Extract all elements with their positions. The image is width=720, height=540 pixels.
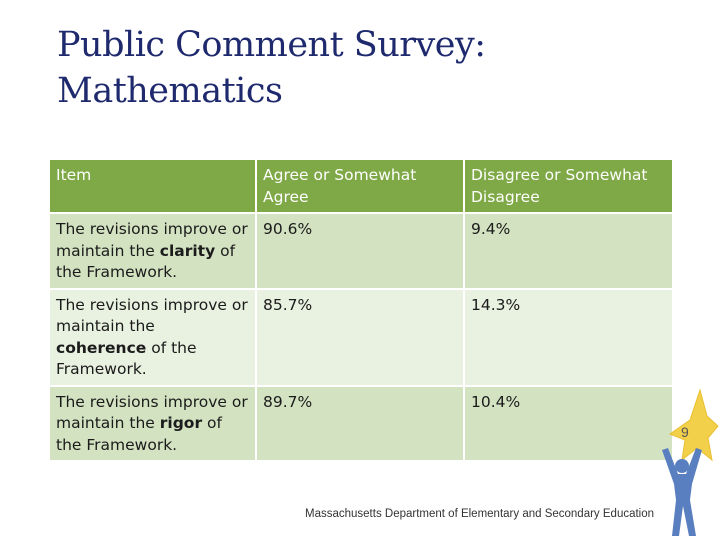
footer-text: Massachusetts Department of Elementary a… xyxy=(305,508,655,520)
table-row: The revisions improve or maintain the cl… xyxy=(48,212,674,290)
table-row: The revisions improve or maintain the ri… xyxy=(48,384,674,462)
item-text-end: of the Framework. xyxy=(56,338,197,379)
item-text-end: of the Framework. xyxy=(56,414,222,454)
page-number: 9 xyxy=(681,424,689,440)
item-text: The revisions improve or maintain the xyxy=(56,392,248,433)
item-keyword: clarity xyxy=(159,241,216,260)
logo-figure-shape xyxy=(662,448,702,536)
survey-results-table: Item Agree or Somewhat Agree Disagree or… xyxy=(48,158,674,462)
disagree-cell: 10.4% xyxy=(463,384,674,462)
item-cell: The revisions improve or maintain the cl… xyxy=(48,212,257,290)
agree-cell: 85.7% xyxy=(255,287,465,387)
disagree-cell: 9.4% xyxy=(463,212,674,290)
page-title: Public Comment Survey: Mathematics xyxy=(57,22,657,114)
table-row: The revisions improve or maintain the co… xyxy=(48,287,674,387)
title-line-1: Public Comment Survey: xyxy=(57,25,486,65)
item-text-end: of the Framework. xyxy=(56,241,236,282)
item-keyword: coherence xyxy=(56,338,147,357)
logo-star-shape xyxy=(668,388,719,462)
header-disagree: Disagree or Somewhat Disagree xyxy=(463,158,674,214)
item-cell: The revisions improve or maintain the co… xyxy=(48,287,257,387)
item-text: The revisions improve or maintain the xyxy=(56,220,248,260)
table-header-row: Item Agree or Somewhat Agree Disagree or… xyxy=(48,158,674,214)
star-person-logo-icon xyxy=(662,388,719,536)
disagree-cell: 14.3% xyxy=(463,287,674,387)
header-agree: Agree or Somewhat Agree xyxy=(255,158,465,214)
item-cell: The revisions improve or maintain the ri… xyxy=(48,384,257,462)
title-line-2: Mathematics xyxy=(57,71,283,111)
agree-cell: 90.6% xyxy=(255,212,465,290)
item-keyword: rigor xyxy=(159,414,203,432)
header-item: Item xyxy=(48,158,257,214)
item-text: The revisions improve or maintain the xyxy=(56,295,248,336)
agree-cell: 89.7% xyxy=(255,384,465,462)
